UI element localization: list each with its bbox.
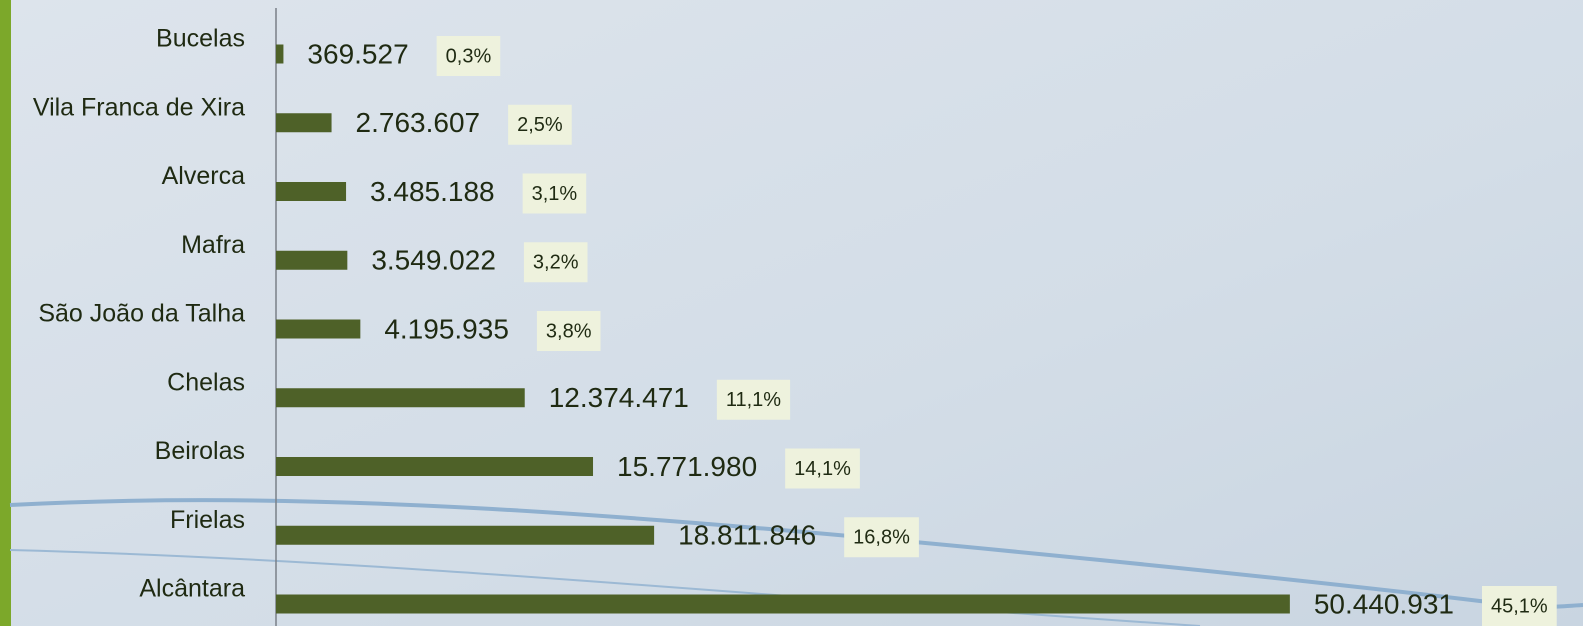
page: {"chart_data": {"type": "bar", "orientat… <box>0 0 1583 626</box>
value-label: 3.485.188 <box>370 176 495 207</box>
category-label: Alverca <box>162 162 245 190</box>
category-label: Mafra <box>181 231 245 259</box>
category-label: Beirolas <box>155 437 245 465</box>
category-label: São João da Talha <box>38 300 245 328</box>
category-label: Frielas <box>170 506 245 534</box>
value-label: 12.374.471 <box>549 382 689 413</box>
bar <box>276 388 525 407</box>
share-label: 14,1% <box>794 458 851 480</box>
value-label: 369.527 <box>307 38 408 69</box>
share-label: 16,8% <box>853 527 910 549</box>
share-label: 3,8% <box>546 320 592 342</box>
share-label: 2,5% <box>517 114 563 136</box>
share-label: 3,2% <box>533 252 579 274</box>
share-label: 11,1% <box>726 389 781 411</box>
accent-strip <box>0 0 11 626</box>
category-label: Alcântara <box>139 575 245 603</box>
chart: Bucelas 369.527 0,3% Vila Franca de Xira 2.7… <box>0 0 1583 626</box>
share-label: 45,1% <box>1491 595 1548 617</box>
value-label: 4.195.935 <box>384 313 509 344</box>
share-label: 3,1% <box>532 183 578 205</box>
bar <box>276 595 1290 614</box>
bar <box>276 251 347 270</box>
category-label: Vila Franca de Xira <box>33 93 245 121</box>
category-label: Chelas <box>167 368 245 396</box>
bar <box>276 182 346 201</box>
value-label: 18.811.846 <box>678 520 816 551</box>
value-label: 2.763.607 <box>356 107 481 138</box>
bar <box>276 457 593 476</box>
share-label: 0,3% <box>446 45 492 67</box>
bar <box>276 45 283 64</box>
bar <box>276 526 654 545</box>
bar <box>276 113 332 132</box>
value-label: 15.771.980 <box>617 451 757 482</box>
category-label: Bucelas <box>156 25 245 53</box>
bar <box>276 320 360 339</box>
value-label: 50.440.931 <box>1314 588 1454 619</box>
value-label: 3.549.022 <box>371 245 496 276</box>
